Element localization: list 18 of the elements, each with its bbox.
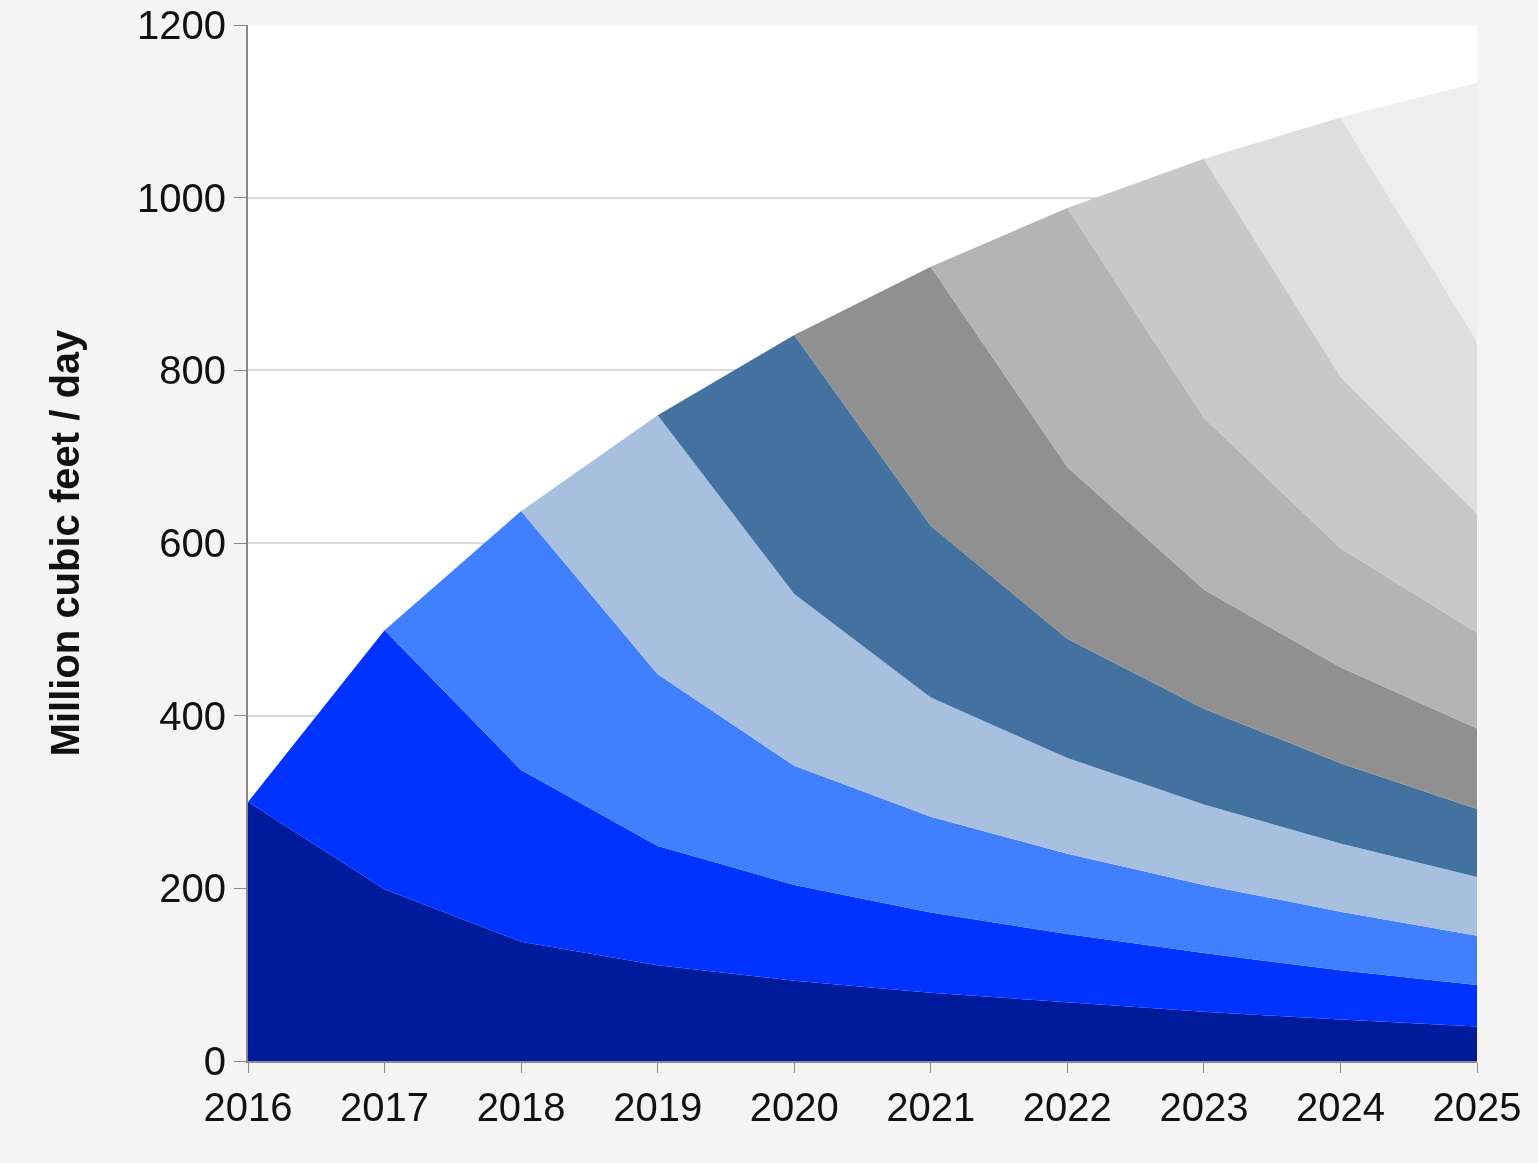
y-axis-title: Million cubic feet / day [43,328,88,757]
y-tick-label: 200 [159,866,226,911]
y-tick-label: 1000 [137,175,226,220]
x-tick-label: 2022 [1022,1085,1112,1129]
x-tick-label: 2019 [613,1085,703,1129]
x-tick-label: 2023 [1159,1085,1249,1129]
y-tick-label: 400 [159,693,226,738]
y-tick-label: 600 [159,521,226,565]
y-tick-label: 800 [159,348,226,393]
y-tick-label: 0 [203,1039,226,1083]
x-tick-label: 2018 [476,1085,566,1129]
x-tick-label: 2020 [749,1085,839,1129]
x-tick-label: 2017 [340,1085,430,1129]
x-tick-label: 2025 [1432,1085,1522,1129]
x-tick-label: 2021 [886,1085,976,1129]
x-tick-label: 2024 [1295,1085,1385,1129]
y-tick-label: 1200 [137,3,226,47]
x-tick-label: 2016 [203,1085,293,1129]
